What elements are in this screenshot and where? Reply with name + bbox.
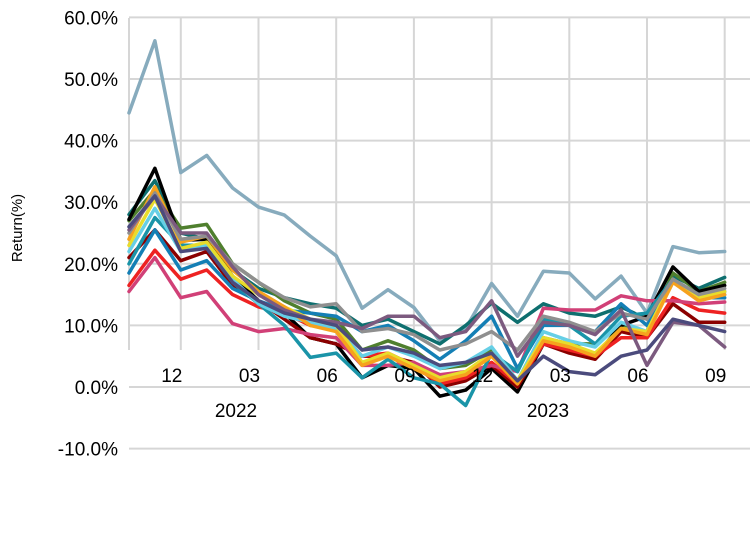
series-line-1 xyxy=(127,39,727,343)
x-tick-label: 12 xyxy=(472,366,493,387)
series-line-15 xyxy=(127,194,727,383)
x-year-label: 2023 xyxy=(527,401,569,422)
series-group xyxy=(127,39,727,408)
x-tick-label: 03 xyxy=(239,366,260,387)
x-tick-label: 12 xyxy=(161,366,182,387)
x-tick-label: 03 xyxy=(550,366,571,387)
x-tick-label: 06 xyxy=(317,366,338,387)
x-tick-label: 09 xyxy=(394,366,415,387)
y-tick-label: 10.0% xyxy=(64,316,118,337)
x-year-label: 2022 xyxy=(215,401,257,422)
y-tick-label: 20.0% xyxy=(64,255,118,276)
series-line-7 xyxy=(127,255,727,377)
y-tick-label: 30.0% xyxy=(64,193,118,214)
y-axis-label: Return(%) xyxy=(9,194,26,262)
grid xyxy=(128,16,750,450)
y-tick-label: 60.0% xyxy=(64,8,118,29)
y-tick-label: 0.0% xyxy=(75,378,118,399)
series-line-8 xyxy=(127,228,727,371)
y-tick-label: 40.0% xyxy=(64,132,118,153)
series-line-10 xyxy=(127,206,727,383)
y-axis-ticks: -10.0% 0.0% 10.0% 20.0% 30.0% 40.0% 50.0% 60.0% xyxy=(58,8,118,460)
x-tick-label: 09 xyxy=(705,366,726,387)
series-line-12 xyxy=(127,185,727,386)
y-tick-label: 50.0% xyxy=(64,70,118,91)
x-tick-label: 06 xyxy=(627,366,648,387)
series-line-14 xyxy=(127,194,727,368)
y-tick-label: -10.0% xyxy=(58,440,118,461)
x-axis-ticks: 12 03 06 09 12 03 06 09 2022 2023 xyxy=(161,366,726,422)
